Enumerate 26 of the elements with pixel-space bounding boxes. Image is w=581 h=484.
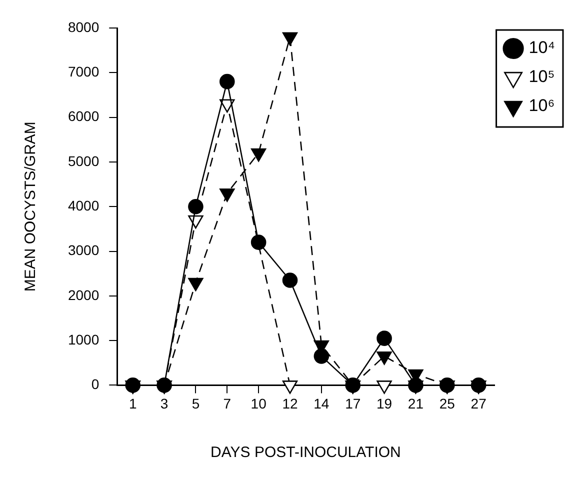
y-tick-label: 4000 xyxy=(68,197,100,214)
y-axis-title: MEAN OOCYSTS/GRAM xyxy=(22,122,40,292)
y-tick-label: 5000 xyxy=(68,152,100,169)
y-tick-label: 7000 xyxy=(68,64,100,80)
y-tick-label: 1000 xyxy=(68,331,100,348)
y-tick-label: 0 xyxy=(91,376,100,392)
x-tick-label: 10 xyxy=(250,395,267,412)
x-tick-label: 17 xyxy=(345,395,361,412)
x-tick-label: 19 xyxy=(376,395,392,412)
y-tick-label: 6000 xyxy=(68,108,100,124)
x-tick-label: 3 xyxy=(160,395,168,412)
legend-label: 10⁴ xyxy=(528,38,556,58)
x-tick-label: 12 xyxy=(282,395,298,412)
legend-label: 10⁶ xyxy=(528,96,555,116)
x-tick-label: 5 xyxy=(192,395,200,412)
x-tick-label: 21 xyxy=(408,395,424,412)
x-axis-title: DAYS POST-INOCULATION xyxy=(210,444,401,462)
x-tick-label: 1 xyxy=(128,395,137,412)
legend-label: 10⁵ xyxy=(528,67,555,86)
y-tick-label: 3000 xyxy=(68,242,100,258)
x-tick-label: 14 xyxy=(314,395,330,412)
x-tick-label: 27 xyxy=(470,395,487,412)
y-tick-label: 2000 xyxy=(68,286,100,303)
x-tick-label: 7 xyxy=(223,395,232,412)
x-tick-label: 25 xyxy=(439,395,456,412)
y-tick-label: 8000 xyxy=(68,18,100,35)
